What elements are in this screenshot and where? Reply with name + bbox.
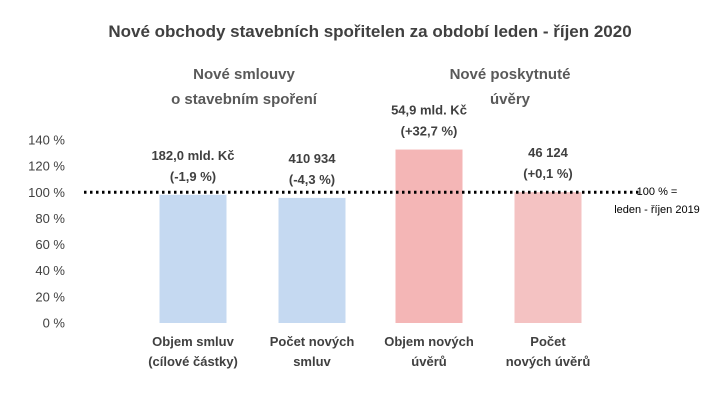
data-label: 46 124 [528,145,569,160]
group-label-contracts: Nové smlouvy o stavebním spoření [171,66,318,108]
y-tick-label: 140 % [28,133,65,148]
y-tick-label: 40 % [35,263,65,278]
category-labels: Objem smluv (cílové částky) Počet nových sm… [148,334,590,369]
group-label-contracts-line-1: Nové smlouvy [193,66,295,83]
data-labels: 182,0 mld. Kč (-1,9 %) 410 934 (-4,3 %) 54,9… [151,103,572,187]
category-label: úvěrů [411,354,446,369]
data-label: (+32,7 %) [401,124,458,139]
y-tick-label: 120 % [28,159,65,174]
reference-line-label-line-2: leden - říjen 2019 [614,204,700,216]
category-label: smluv [293,354,331,369]
data-label: 54,9 mld. Kč [391,103,467,118]
y-tick-label: 100 % [28,185,65,200]
y-tick-label: 80 % [35,211,65,226]
data-label: 182,0 mld. Kč [151,148,234,163]
y-tick-label: 0 % [43,316,66,331]
category-label: Objem smluv [152,334,234,349]
category-label: Počet nových [270,334,355,349]
category-label: Objem nových [384,334,474,349]
bars [159,149,582,323]
bar-4 [514,192,582,323]
y-axis-ticks: 0 % 20 % 40 % 60 % 80 % 100 % 120 % 140 % [28,133,65,331]
bar-1 [159,194,227,323]
reference-line-label-line-1: 100 % = [637,186,678,198]
y-tick-label: 60 % [35,237,65,252]
bar-2 [278,197,346,323]
data-label: (-1,9 %) [170,169,216,184]
data-label: 410 934 [289,151,337,166]
chart-title: Nové obchody stavebních spořitelen za ob… [108,22,631,41]
category-label: (cílové částky) [148,354,238,369]
group-label-loans-line-1: Nové poskytnuté [450,66,571,83]
data-label: (-4,3 %) [289,172,335,187]
y-tick-label: 20 % [35,289,65,304]
category-label: Počet [530,334,566,349]
category-label: nových úvěrů [506,354,591,369]
group-label-loans: Nové poskytnuté úvěry [450,66,571,108]
group-label-contracts-line-2: o stavebním spoření [171,91,318,108]
data-label: (+0,1 %) [523,166,573,181]
group-label-loans-line-2: úvěry [490,91,531,108]
bar-3 [395,149,463,323]
reference-line-label: 100 % = leden - říjen 2019 [614,186,700,216]
